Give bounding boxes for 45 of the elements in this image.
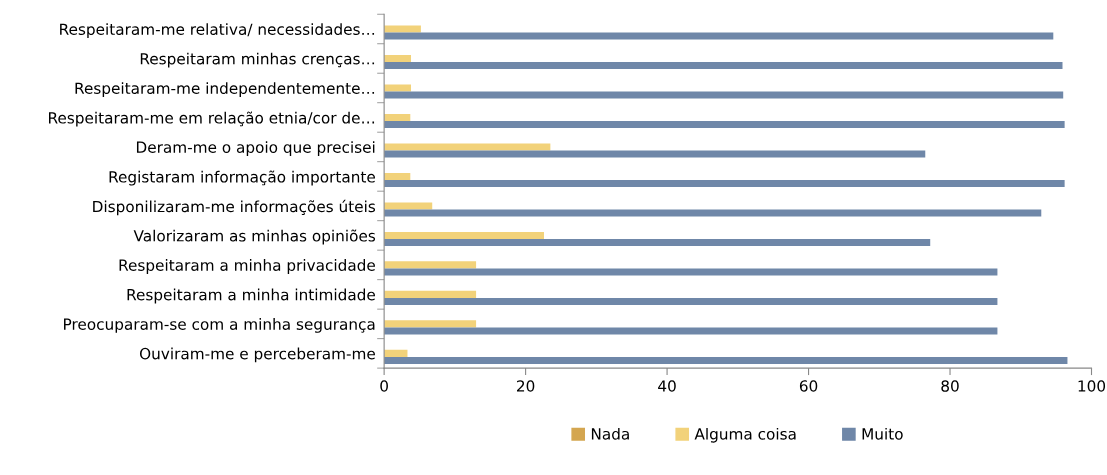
bar (384, 349, 408, 357)
y-tick-label: Respeitaram-me em relação etnia/cor de… (49, 111, 375, 127)
bar (384, 150, 926, 158)
bar (384, 261, 477, 269)
x-tick-label: 40 (658, 380, 676, 392)
legend-label: Muito (862, 427, 903, 440)
bar (384, 209, 1042, 217)
bar (384, 172, 411, 180)
y-tick-label: Deram-me o apoio que precisei (136, 141, 375, 156)
legend-label: Alguma coisa (694, 427, 796, 443)
bar (384, 327, 998, 335)
bar (384, 62, 1063, 70)
y-tick-label: Respeitaram-me independentemente… (75, 82, 375, 97)
bar (384, 290, 477, 298)
x-tick-label: 80 (941, 380, 959, 392)
y-tick-label: Disponilizaram-me informações úteis (93, 199, 376, 216)
y-tick-label: Respeitaram a minha intimidade (127, 288, 375, 304)
y-tick-label: Registaram informação importante (109, 170, 375, 186)
y-tick-label: Respeitaram a minha privacidade (119, 259, 375, 274)
x-tick-label: 0 (380, 380, 388, 392)
bar (384, 268, 998, 276)
x-tick-label: 100 (1078, 380, 1106, 392)
bar (384, 121, 1065, 129)
legend-label: Nada (591, 427, 629, 440)
y-tick-label: Ouviram-me e perceberam-me (139, 347, 375, 363)
y-tick-label: Respeitaram minhas crenças… (140, 52, 375, 68)
bar (384, 113, 411, 121)
bar (384, 32, 1054, 40)
bar (384, 202, 433, 210)
bar (384, 179, 1065, 188)
x-tick-label: 60 (799, 380, 818, 392)
bar (384, 297, 998, 306)
bar (384, 91, 1064, 99)
bar (384, 143, 551, 151)
x-tick-label: 20 (517, 380, 535, 392)
y-tick-label: Respeitaram-me relativa/ necessidades… (60, 23, 375, 38)
bar (384, 320, 477, 328)
bar (384, 84, 412, 92)
bar (384, 54, 412, 63)
bar (384, 238, 931, 247)
bar (384, 25, 421, 33)
bar (384, 231, 544, 239)
bar (384, 356, 1068, 364)
y-tick-label: Valorizaram as minhas opiniões (133, 229, 376, 245)
y-tick-label: Preocuparam-se com a minha segurança (64, 318, 375, 333)
